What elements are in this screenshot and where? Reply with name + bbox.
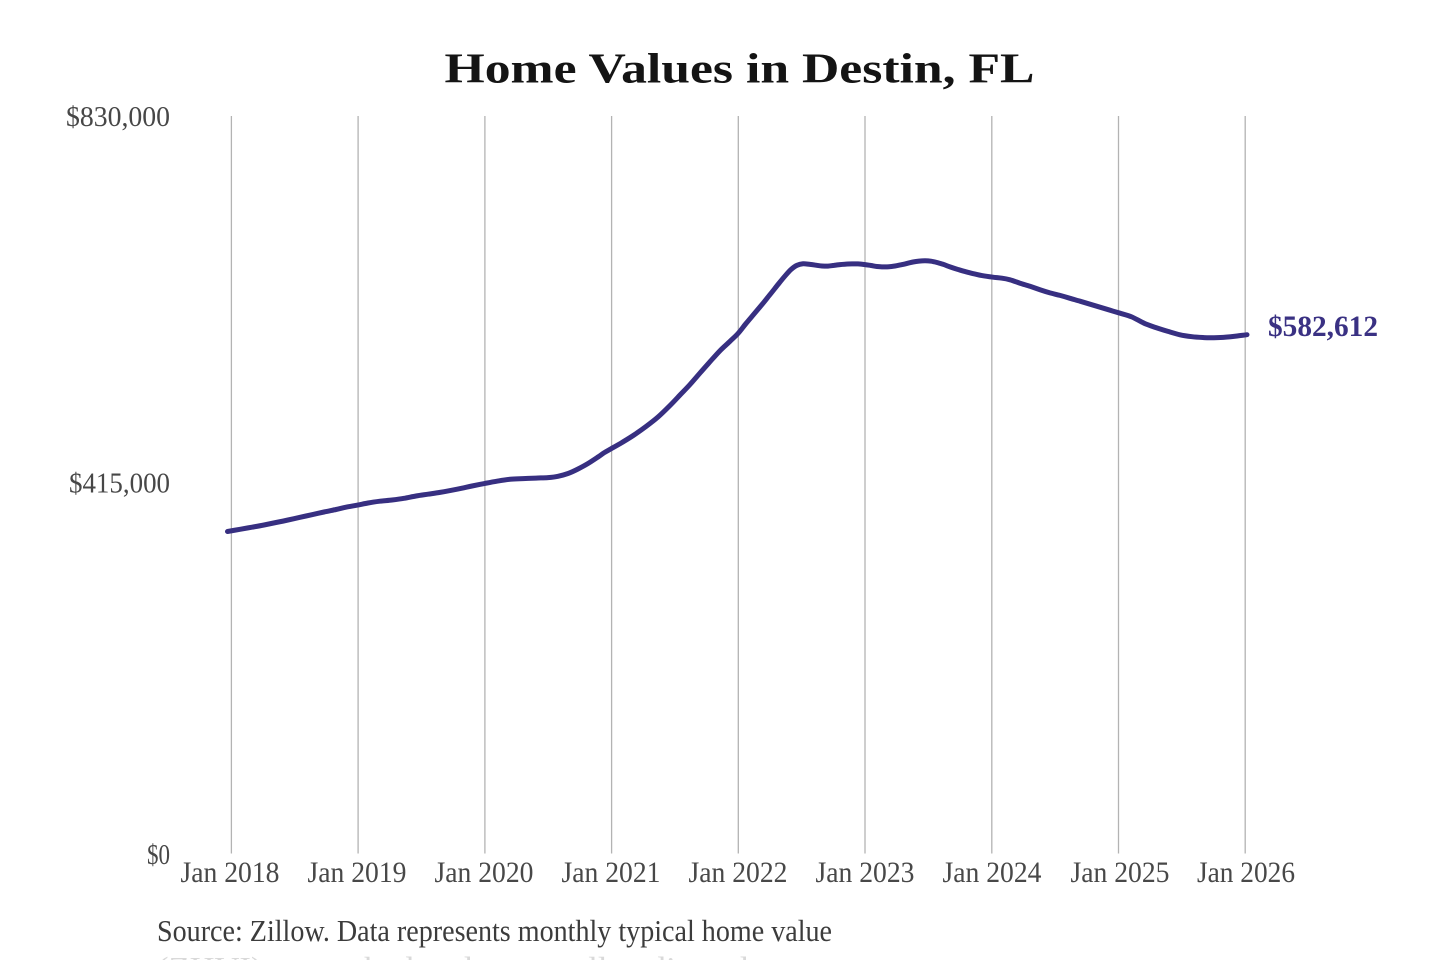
svg-text:(ZHVI), smoothed and seasonall: (ZHVI), smoothed and seasonally adjusted… — [157, 950, 757, 960]
svg-text:Source: Zillow. Data represent: Source: Zillow. Data represents monthly … — [157, 913, 832, 948]
svg-text:Jan 2026: Jan 2026 — [1197, 856, 1295, 889]
svg-text:Jan 2024: Jan 2024 — [943, 856, 1042, 889]
svg-text:Jan 2018: Jan 2018 — [181, 856, 280, 889]
svg-text:Jan 2022: Jan 2022 — [689, 856, 788, 889]
svg-text:$830,000: $830,000 — [66, 101, 170, 133]
svg-text:Jan 2020: Jan 2020 — [435, 856, 534, 889]
svg-text:$582,612: $582,612 — [1268, 310, 1378, 343]
svg-text:Jan 2021: Jan 2021 — [562, 856, 661, 889]
svg-text:Jan 2025: Jan 2025 — [1071, 856, 1170, 889]
svg-text:$0: $0 — [147, 839, 170, 871]
svg-text:Jan 2019: Jan 2019 — [308, 856, 407, 889]
svg-text:Jan 2023: Jan 2023 — [816, 856, 915, 889]
svg-text:$415,000: $415,000 — [69, 468, 170, 500]
svg-text:Home Values in Destin, FL: Home Values in Destin, FL — [445, 46, 1035, 93]
